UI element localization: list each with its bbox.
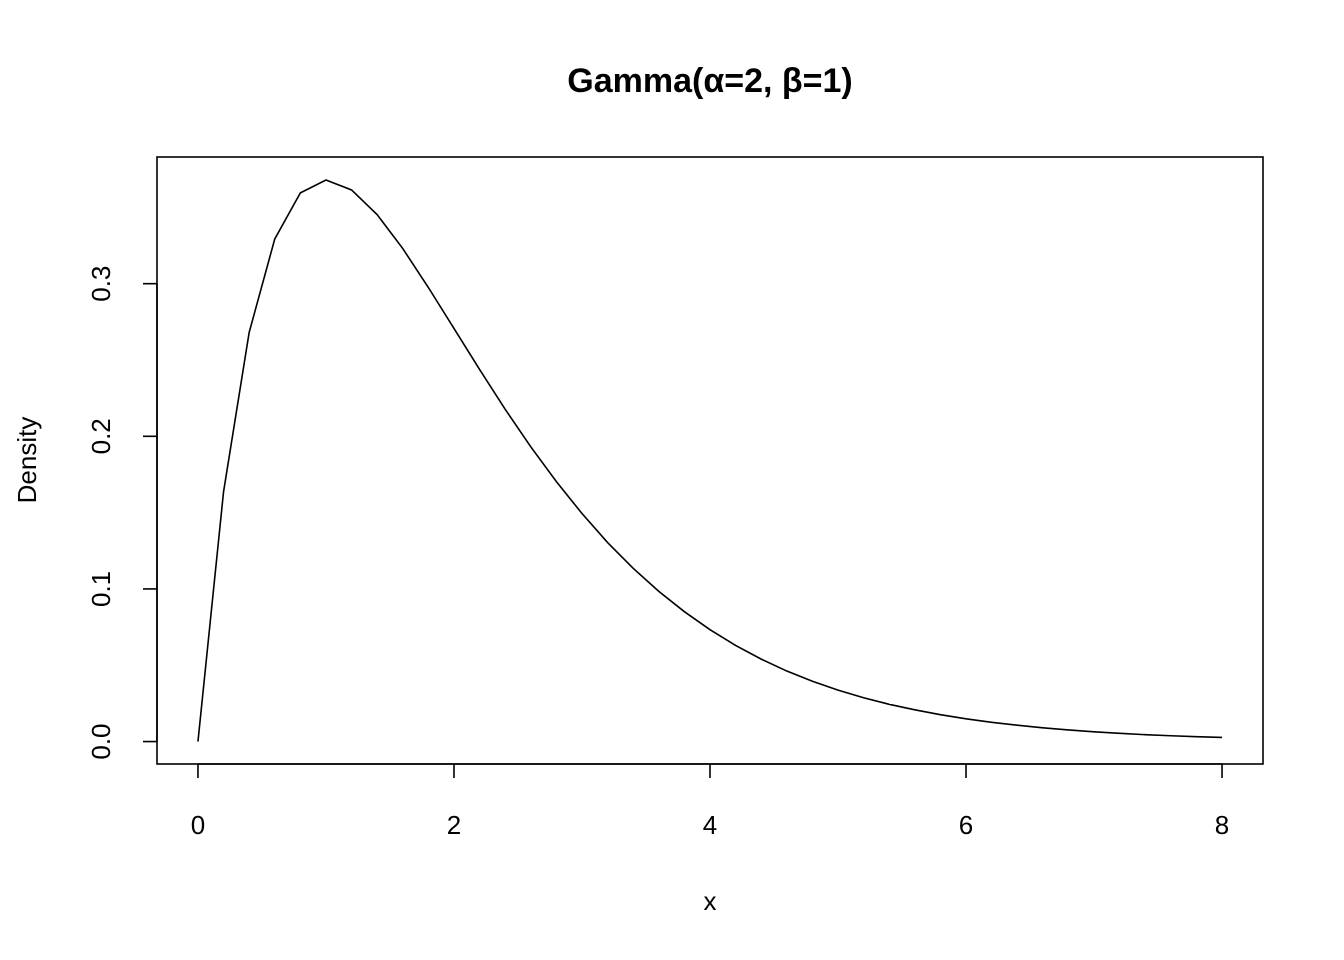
x-axis: 0 2 4 6 8 (191, 763, 1229, 840)
chart-title: Gamma(α=2, β=1) (567, 62, 852, 100)
x-tick-label: 8 (1215, 810, 1229, 840)
y-tick-label: 0.1 (86, 571, 116, 607)
x-tick-label: 4 (703, 810, 717, 840)
y-axis-label: Density (12, 417, 42, 504)
x-tick-label: 2 (447, 810, 461, 840)
y-tick-label: 0.3 (86, 266, 116, 302)
y-axis: 0.0 0.1 0.2 0.3 (86, 266, 158, 760)
y-tick-label: 0.0 (86, 723, 116, 759)
density-curve (197, 179, 1223, 742)
x-tick-label: 6 (959, 810, 973, 840)
x-axis-label: x (704, 886, 717, 916)
x-tick-label: 0 (191, 810, 205, 840)
y-tick-label: 0.2 (86, 418, 116, 454)
plot-frame (156, 156, 1264, 765)
